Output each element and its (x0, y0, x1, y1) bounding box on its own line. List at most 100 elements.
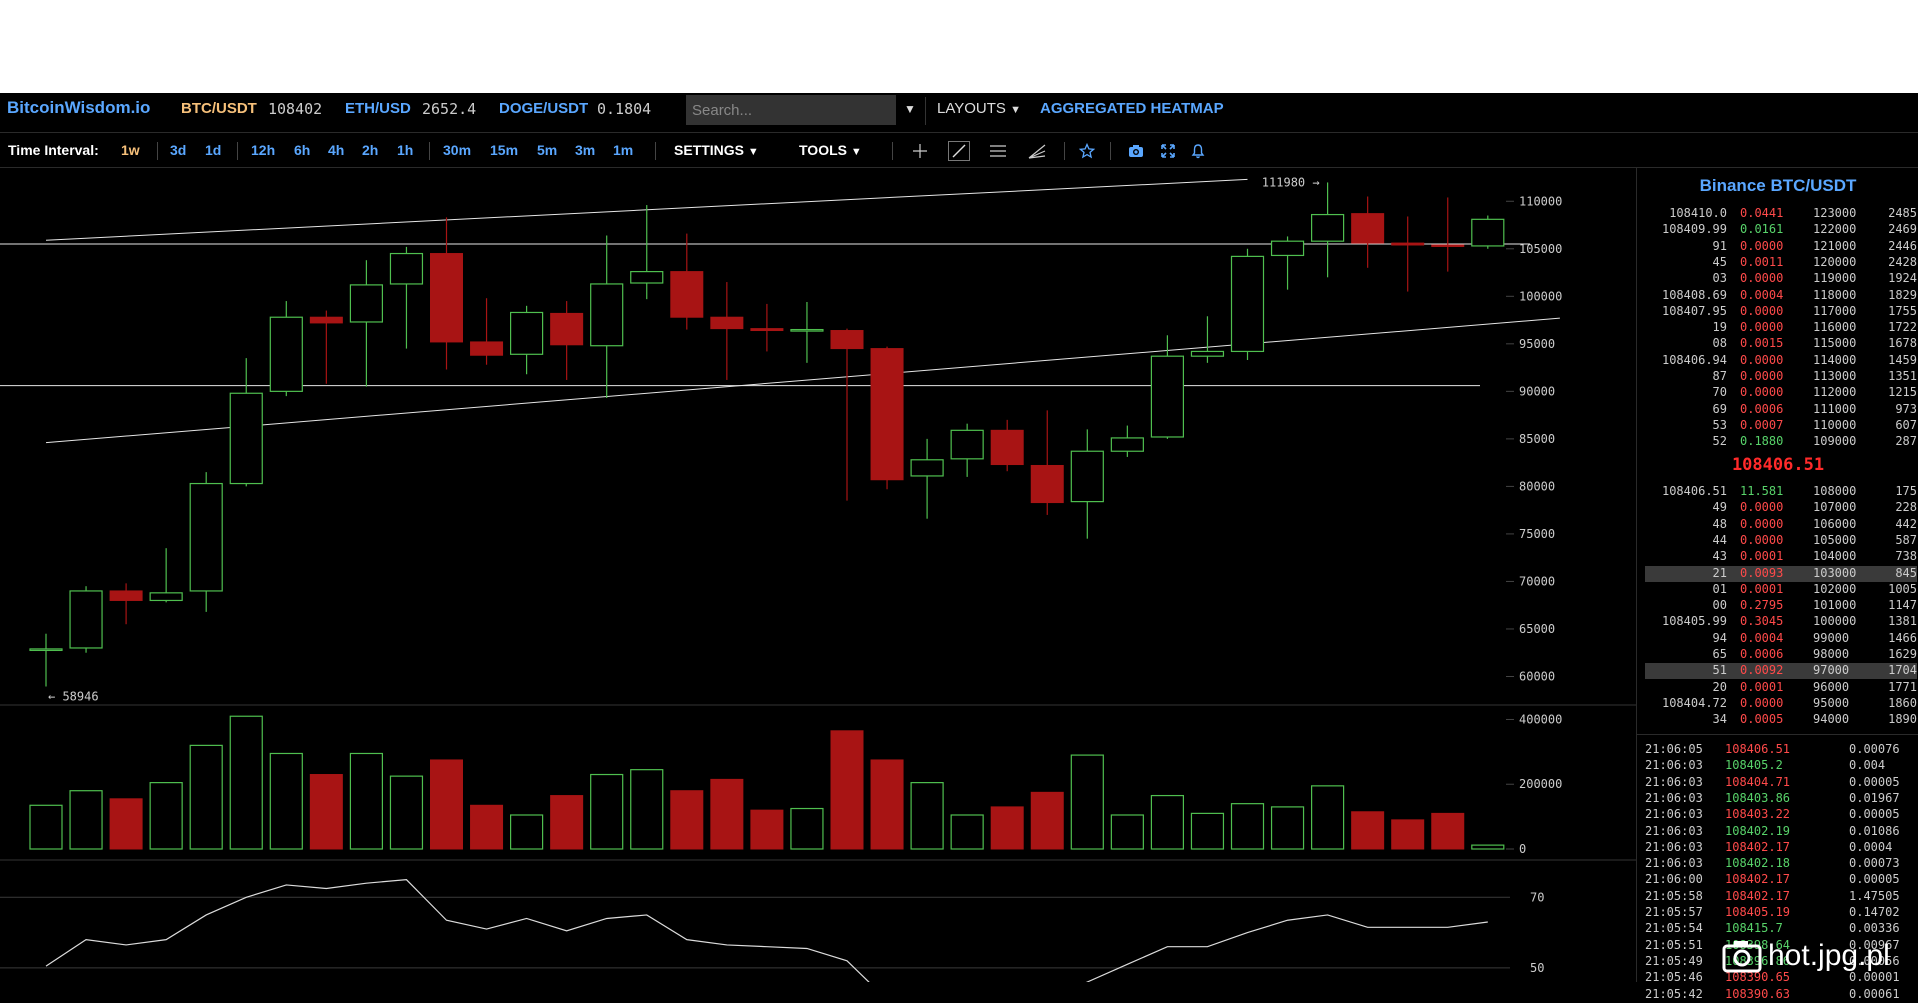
trade-amount: 0.00967 (1849, 937, 1900, 952)
orderbook-row[interactable]: 43 0.0001 104000 738 (1645, 549, 1917, 565)
orderbook-row[interactable]: 65 0.0006 98000 1629 (1645, 647, 1917, 663)
star-icon[interactable] (1076, 141, 1098, 161)
candle-body (990, 429, 1024, 466)
orderbook-row[interactable]: 44 0.0000 105000 587 (1645, 533, 1917, 549)
interval-5m[interactable]: 5m (537, 142, 558, 158)
trade-price: 108390.65 (1725, 970, 1791, 985)
fullscreen-icon[interactable] (1157, 141, 1179, 161)
ticker-btc-usdt[interactable]: BTC/USDT (181, 100, 257, 117)
volume-bar (1310, 785, 1345, 850)
orderbook-row[interactable]: 108404.72 0.0000 95000 1860 (1645, 696, 1917, 712)
ticker-doge-usdt[interactable]: DOGE/USDT (499, 100, 589, 117)
interval-15m[interactable]: 15m (490, 142, 519, 158)
interval-1w[interactable]: 1w (121, 142, 140, 158)
trade-price: 108402.19 (1725, 823, 1791, 838)
tools-label: TOOLS (799, 142, 847, 158)
ob-volume: 0.0004 (1740, 287, 1784, 302)
ob-volume: 0.0005 (1740, 712, 1784, 727)
trade-row: 21:06:03 108402.19 0.01086 (1645, 824, 1917, 840)
tools-menu[interactable]: TOOLS ▼ (799, 142, 862, 158)
orderbook-row[interactable]: 53 0.0007 110000 607 (1645, 418, 1917, 434)
ob-price: 94 (1712, 630, 1727, 645)
orderbook-row[interactable]: 51 0.0092 97000 1704 (1645, 663, 1917, 680)
orderbook-row[interactable]: 108405.99 0.3045 100000 1381 (1645, 614, 1917, 630)
horizontal-lines-icon[interactable] (987, 141, 1009, 161)
ticker-eth-usd[interactable]: ETH/USD (345, 100, 411, 117)
interval-6h[interactable]: 6h (294, 142, 311, 158)
orderbook-row[interactable]: 87 0.0000 113000 1351 (1645, 369, 1917, 385)
search-dropdown-icon[interactable]: ▼ (904, 102, 916, 116)
ob-cumulative: 738 (1895, 549, 1917, 564)
orderbook-row[interactable]: 48 0.0000 106000 442 (1645, 517, 1917, 533)
search-input[interactable] (686, 95, 896, 125)
ob-bucket-price: 106000 (1813, 516, 1857, 531)
orderbook-row[interactable]: 19 0.0000 116000 1722 (1645, 320, 1917, 336)
volume-bar (309, 774, 343, 850)
candle-body (670, 271, 704, 318)
candle-body (29, 648, 63, 652)
layouts-menu[interactable]: LAYOUTS ▼ (937, 100, 1021, 117)
volume-bar (1030, 791, 1064, 850)
interval-1h[interactable]: 1h (397, 142, 414, 158)
candle-body (1270, 240, 1305, 257)
header-bar (0, 93, 1918, 133)
bell-icon[interactable] (1187, 141, 1209, 161)
top-blank-area (0, 0, 1918, 93)
ob-volume: 0.0000 (1740, 303, 1784, 318)
crosshair-icon[interactable] (909, 141, 931, 161)
orderbook-row[interactable]: 91 0.0000 121000 2446 (1645, 239, 1917, 255)
interval-4h[interactable]: 4h (328, 142, 345, 158)
orderbook-panel: Binance BTC/USDT 108410.0 0.0441 123000 248… (1636, 168, 1918, 1001)
ob-cumulative: 1005 (1888, 581, 1917, 596)
interval-3d[interactable]: 3d (170, 142, 187, 158)
price-axis-label: 85000 (1519, 432, 1555, 446)
orderbook-row[interactable]: 52 0.1880 109000 287 (1645, 434, 1917, 450)
trade-price: 108402.18 (1725, 856, 1791, 871)
aggregated-heatmap-link[interactable]: AGGREGATED HEATMAP (1040, 100, 1224, 117)
interval-3m[interactable]: 3m (575, 142, 596, 158)
trade-time: 21:06:03 (1645, 839, 1703, 854)
orderbook-row[interactable]: 108409.99 0.0161 122000 2469 (1645, 222, 1917, 238)
camera-icon[interactable] (1125, 141, 1147, 161)
orderbook-row[interactable]: 34 0.0005 94000 1890 (1645, 712, 1917, 728)
price-axis-label: 90000 (1519, 384, 1555, 398)
orderbook-row[interactable]: 108406.51 11.581 108000 175 (1645, 484, 1917, 500)
orderbook-row[interactable]: 108406.94 0.0000 114000 1459 (1645, 353, 1917, 369)
orderbook-row[interactable]: 45 0.0011 120000 2428 (1645, 255, 1917, 271)
trade-time: 21:06:03 (1645, 774, 1703, 789)
ob-price: 19 (1712, 320, 1727, 335)
fib-fan-icon[interactable] (1026, 141, 1048, 161)
orderbook-row[interactable]: 49 0.0000 107000 228 (1645, 500, 1917, 516)
ob-bucket-price: 96000 (1813, 679, 1850, 694)
interval-2h[interactable]: 2h (362, 142, 379, 158)
volume-bar (149, 782, 183, 850)
orderbook-row[interactable]: 94 0.0004 99000 1466 (1645, 631, 1917, 647)
candle-body (229, 392, 263, 485)
volume-bar (550, 795, 584, 850)
orderbook-row[interactable]: 20 0.0001 96000 1771 (1645, 680, 1917, 696)
brand-logo[interactable]: BitcoinWisdom.io (7, 98, 151, 117)
orderbook-row[interactable]: 21 0.0093 103000 845 (1645, 565, 1917, 582)
ob-bucket-price: 114000 (1813, 352, 1857, 367)
interval-1d[interactable]: 1d (205, 142, 222, 158)
orderbook-row[interactable]: 70 0.0000 112000 1215 (1645, 385, 1917, 401)
toolbar-separator (1064, 142, 1065, 160)
ob-cumulative: 1755 (1888, 303, 1917, 318)
orderbook-row[interactable]: 03 0.0000 119000 1924 (1645, 271, 1917, 287)
trendline-icon[interactable] (948, 141, 970, 161)
orderbook-row[interactable]: 69 0.0006 111000 973 (1645, 402, 1917, 418)
price-chart[interactable]: 110000 105000 100000 95000 90000 85000 80000 75… (0, 168, 1636, 982)
orderbook-row[interactable]: 01 0.0001 102000 1005 (1645, 582, 1917, 598)
interval-30m[interactable]: 30m (443, 142, 472, 158)
orderbook-row[interactable]: 108407.95 0.0000 117000 1755 (1645, 304, 1917, 320)
orderbook-row[interactable]: 108410.0 0.0441 123000 2485 (1645, 206, 1917, 222)
ob-volume: 0.0000 (1740, 500, 1784, 515)
trendline (45, 317, 1560, 444)
interval-1m[interactable]: 1m (613, 142, 634, 158)
orderbook-row[interactable]: 08 0.0015 115000 1678 (1645, 336, 1917, 352)
ob-bucket-price: 120000 (1813, 254, 1857, 269)
orderbook-row[interactable]: 00 0.2795 101000 1147 (1645, 598, 1917, 614)
interval-12h[interactable]: 12h (251, 142, 276, 158)
settings-menu[interactable]: SETTINGS ▼ (674, 142, 759, 158)
orderbook-row[interactable]: 108408.69 0.0004 118000 1829 (1645, 288, 1917, 304)
